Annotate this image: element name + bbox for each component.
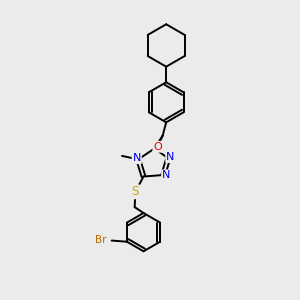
Text: N: N [166, 152, 175, 162]
Text: N: N [162, 170, 170, 180]
Text: S: S [132, 185, 139, 198]
Text: Br: Br [95, 235, 106, 245]
Text: N: N [133, 153, 141, 163]
Text: O: O [153, 142, 162, 152]
